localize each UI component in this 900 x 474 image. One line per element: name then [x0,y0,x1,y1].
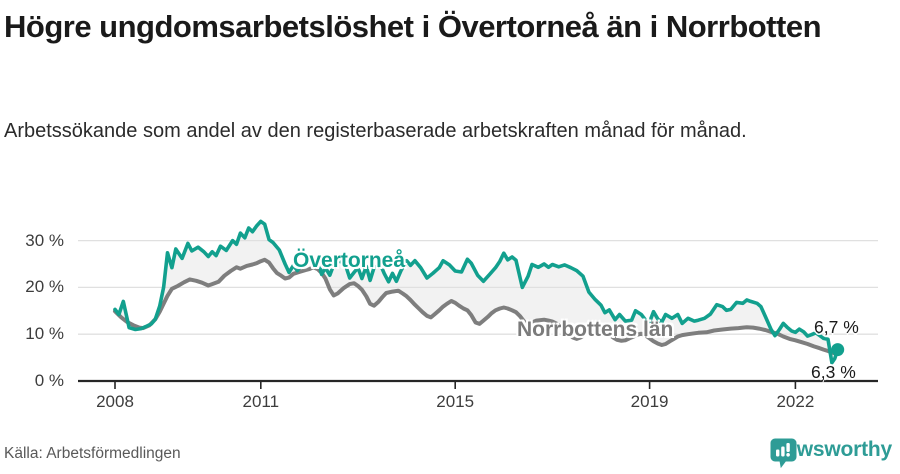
x-tick-label: 2022 [776,392,815,411]
newsworthy-logo[interactable]: Newsworthy [770,438,892,469]
x-tick-label: 2019 [630,392,669,411]
page-title: Högre ungdomsarbetslöshet i Övertorneå ä… [4,9,822,44]
x-tick-label: 2011 [242,392,280,411]
y-tick-label: 0 % [34,371,64,390]
series-label-overtornea: Övertorneå [293,249,406,272]
newsworthy-wordmark: Newsworthy [770,438,892,461]
overtornea-line [113,219,840,365]
x-tick-label: 2008 [96,392,134,411]
source-attribution: Källa: Arbetsförmedlingen [4,445,181,462]
end-value-norrbotten: 6,3 % [811,362,856,382]
chart-subtitle: Arbetssökande som andel av den registerb… [4,120,747,142]
newsworthy-icon [770,438,797,469]
norrbotten-line [113,257,840,356]
y-tick-label: 30 % [25,230,64,250]
y-tick-label: 20 % [25,277,64,297]
series-end-dot [831,343,845,357]
end-value-overtornea: 6,7 % [814,317,859,337]
y-tick-label: 10 % [25,324,64,344]
series-label-norrbotten: Norrbottens län [517,318,674,341]
x-tick-label: 2015 [436,392,475,411]
between-series-fill [115,221,838,363]
